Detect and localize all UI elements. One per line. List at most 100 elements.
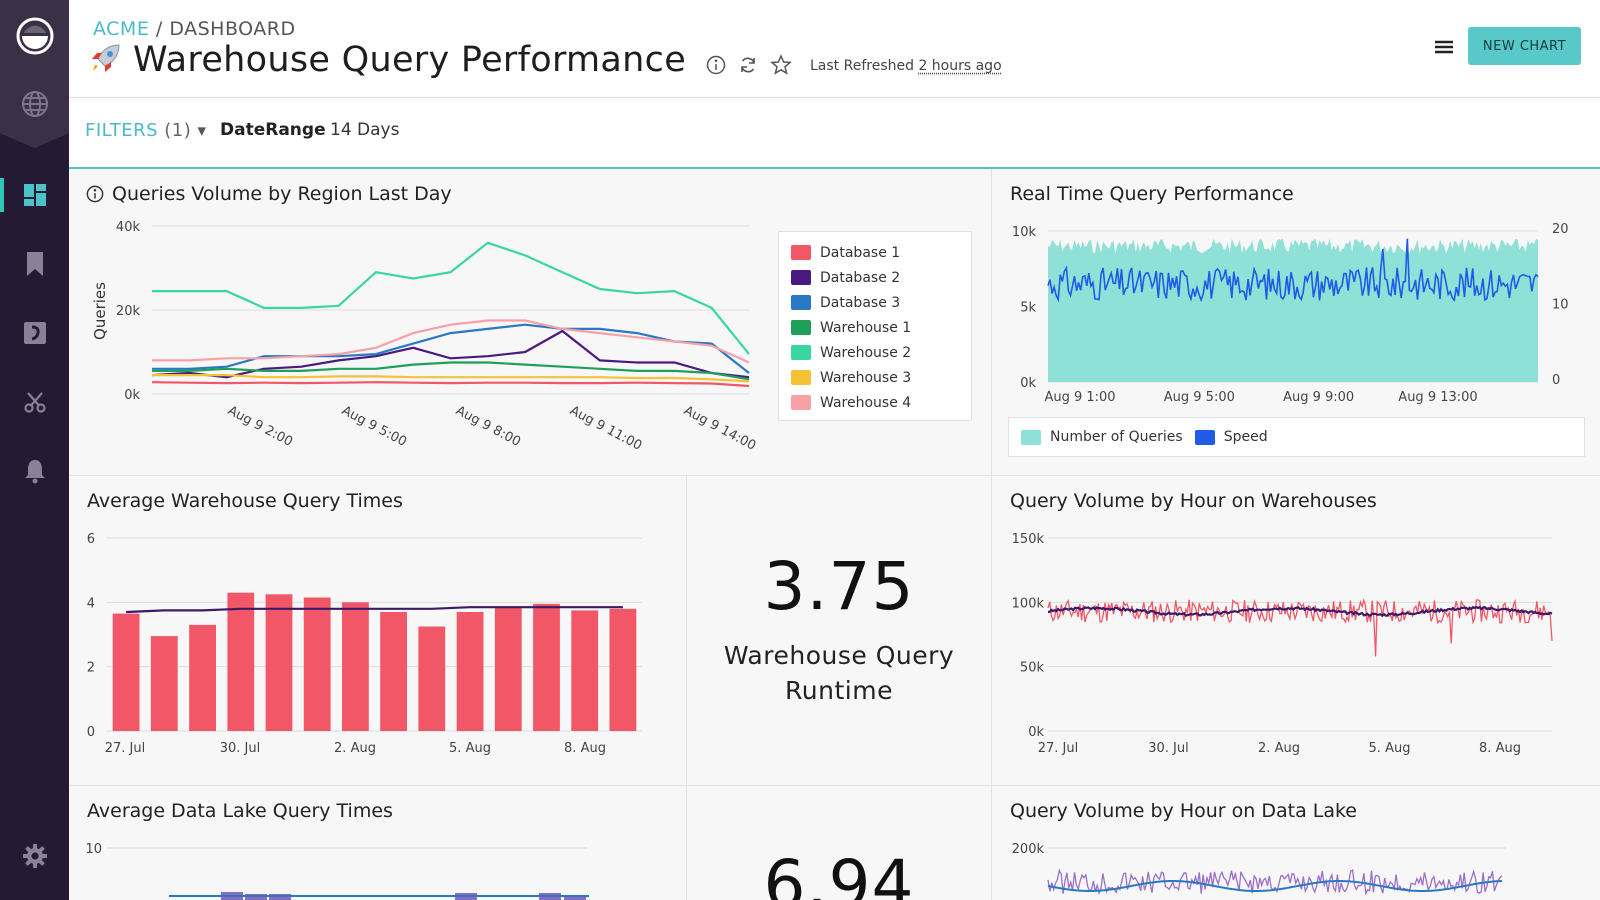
chart-hour-lake: 200k bbox=[1012, 842, 1506, 896]
bookmark-icon[interactable] bbox=[0, 244, 69, 284]
panel-avg-lake: Average Data Lake Query Times 10 bbox=[69, 786, 687, 900]
scissors-icon[interactable] bbox=[0, 382, 69, 422]
y-tick-label: 2 bbox=[87, 661, 95, 676]
series-line bbox=[152, 361, 750, 381]
x-tick-label: Aug 9 1:00 bbox=[1044, 390, 1115, 405]
y-tick-label: 100k bbox=[1012, 596, 1045, 611]
series-line bbox=[1047, 880, 1503, 892]
last-refreshed: Last Refreshed 2 hours ago bbox=[810, 58, 1002, 74]
star-icon[interactable] bbox=[770, 54, 792, 80]
x-tick-label: 5. Aug bbox=[449, 741, 491, 756]
bar bbox=[494, 607, 522, 731]
dashboard-icon[interactable] bbox=[0, 175, 69, 215]
series-line bbox=[1047, 238, 1539, 303]
x-tick-label: Aug 9 5:00 bbox=[339, 403, 409, 450]
filter-bar: FILTERS (1) ▼ DateRange 14 Days bbox=[69, 98, 1600, 169]
panel-hour-lake: Query Volume by Hour on Data Lake 200k bbox=[992, 786, 1600, 900]
legend-swatch bbox=[791, 345, 811, 360]
panel-queries-region: Queries Volume by Region Last Day 0k 20k 4… bbox=[69, 169, 992, 476]
x-tick-label: 2. Aug bbox=[334, 741, 376, 756]
breadcrumb-org[interactable]: ACME bbox=[93, 18, 150, 40]
legend-label: Warehouse 4 bbox=[820, 394, 912, 411]
bar bbox=[227, 592, 255, 731]
y2-tick-label: 10 bbox=[1552, 298, 1569, 313]
x-tick-label: 27. Jul bbox=[105, 741, 146, 756]
panel-kpi-warehouse: 3.75 Warehouse Query Runtime bbox=[687, 476, 992, 786]
panel-title: Real Time Query Performance bbox=[1010, 183, 1294, 205]
bar bbox=[571, 610, 599, 731]
series-line bbox=[152, 319, 750, 364]
legend-label: Database 2 bbox=[820, 269, 901, 286]
legend-swatch bbox=[791, 370, 811, 385]
gear-icon[interactable] bbox=[0, 836, 69, 876]
y-tick-label: 10 bbox=[85, 842, 102, 857]
bar bbox=[456, 612, 484, 731]
legend-item[interactable]: Number of Queries bbox=[1021, 425, 1183, 450]
legend-item[interactable]: Warehouse 1 bbox=[791, 315, 959, 340]
y-axis-label: Queries bbox=[91, 282, 109, 340]
caret-down-icon: ▼ bbox=[197, 124, 207, 138]
filter-daterange-value[interactable]: 14 Days bbox=[330, 120, 400, 140]
x-tick-label: 8. Aug bbox=[1479, 741, 1521, 756]
filters-count: (1) bbox=[164, 120, 192, 141]
chart-hour-warehouse: 0k 50k 100k 150k 27. Jul 30. Jul 2. Aug 5. Aug 8… bbox=[1012, 532, 1553, 756]
y-tick-label: 0k bbox=[1028, 725, 1044, 740]
legend-item[interactable]: Database 2 bbox=[791, 265, 959, 290]
legend-item[interactable]: Database 3 bbox=[791, 290, 959, 315]
legend-label: Speed bbox=[1223, 429, 1268, 445]
y-tick-label: 4 bbox=[87, 596, 95, 611]
legend-label: Warehouse 1 bbox=[820, 319, 912, 336]
legend-swatch bbox=[791, 295, 811, 310]
kpi-value: 3.75 bbox=[763, 548, 915, 625]
page-title: Warehouse Query Performance bbox=[133, 40, 687, 80]
breadcrumb: ACME / DASHBOARD bbox=[93, 18, 296, 40]
hamburger-icon[interactable] bbox=[1431, 36, 1457, 58]
legend-item[interactable]: Warehouse 3 bbox=[791, 365, 959, 390]
new-chart-button[interactable]: NEW CHART bbox=[1468, 27, 1581, 65]
globe-icon[interactable] bbox=[0, 84, 69, 124]
x-tick-label: Aug 9 14:00 bbox=[681, 403, 758, 454]
y-tick-label: 0k bbox=[1020, 376, 1036, 391]
legend-label: Number of Queries bbox=[1050, 429, 1183, 445]
legend-item[interactable]: Speed bbox=[1194, 425, 1268, 450]
series-line bbox=[152, 374, 750, 383]
y2-tick-label: 0 bbox=[1552, 373, 1560, 388]
bar bbox=[189, 624, 216, 731]
legend-label: Database 3 bbox=[820, 294, 901, 311]
filters-label: FILTERS bbox=[85, 120, 159, 141]
series-line bbox=[1047, 605, 1553, 618]
chart-avg-lake: 10 bbox=[85, 842, 589, 900]
legend-swatch bbox=[791, 270, 811, 285]
bar bbox=[303, 597, 331, 731]
y-tick-label: 200k bbox=[1012, 842, 1045, 857]
legend-item[interactable]: Database 1 bbox=[791, 240, 959, 265]
y-tick-label: 40k bbox=[116, 220, 141, 235]
y-tick-label: 50k bbox=[1020, 661, 1045, 676]
series-line bbox=[151, 329, 750, 379]
panel-title: Query Volume by Hour on Warehouses bbox=[1010, 490, 1377, 512]
legend-item[interactable]: Warehouse 4 bbox=[791, 390, 959, 415]
logo-icon[interactable] bbox=[0, 16, 69, 56]
breadcrumb-section[interactable]: DASHBOARD bbox=[169, 18, 296, 40]
info-icon[interactable] bbox=[86, 185, 104, 203]
info-icon[interactable] bbox=[706, 55, 726, 79]
bell-icon[interactable] bbox=[0, 451, 69, 491]
panel-title: Queries Volume by Region Last Day bbox=[112, 183, 452, 205]
y-tick-label: 0k bbox=[124, 388, 140, 403]
legend-item[interactable]: Warehouse 2 bbox=[791, 340, 959, 365]
filters-dropdown[interactable]: FILTERS (1) ▼ bbox=[85, 120, 206, 141]
chart-queries-region: 0k 20k 40k Queries Aug 9 2:00 Aug 9 5:00 Aug 9… bbox=[91, 220, 758, 454]
filter-daterange-key[interactable]: DateRange bbox=[220, 120, 326, 140]
panel-kpi-lake: 6.94 bbox=[687, 786, 992, 900]
series-line bbox=[152, 241, 750, 355]
legend: Number of Queries Speed bbox=[1008, 417, 1585, 457]
y-tick-label: 5k bbox=[1020, 301, 1036, 316]
last-refreshed-label: Last Refreshed bbox=[810, 58, 914, 74]
queries-icon[interactable] bbox=[0, 313, 69, 353]
series-line bbox=[1047, 598, 1553, 657]
x-tick-label: Aug 9 8:00 bbox=[453, 403, 523, 450]
average-line bbox=[126, 606, 623, 614]
area-series bbox=[1048, 238, 1538, 382]
refresh-icon[interactable] bbox=[738, 55, 758, 79]
last-refreshed-value: 2 hours ago bbox=[918, 58, 1002, 74]
